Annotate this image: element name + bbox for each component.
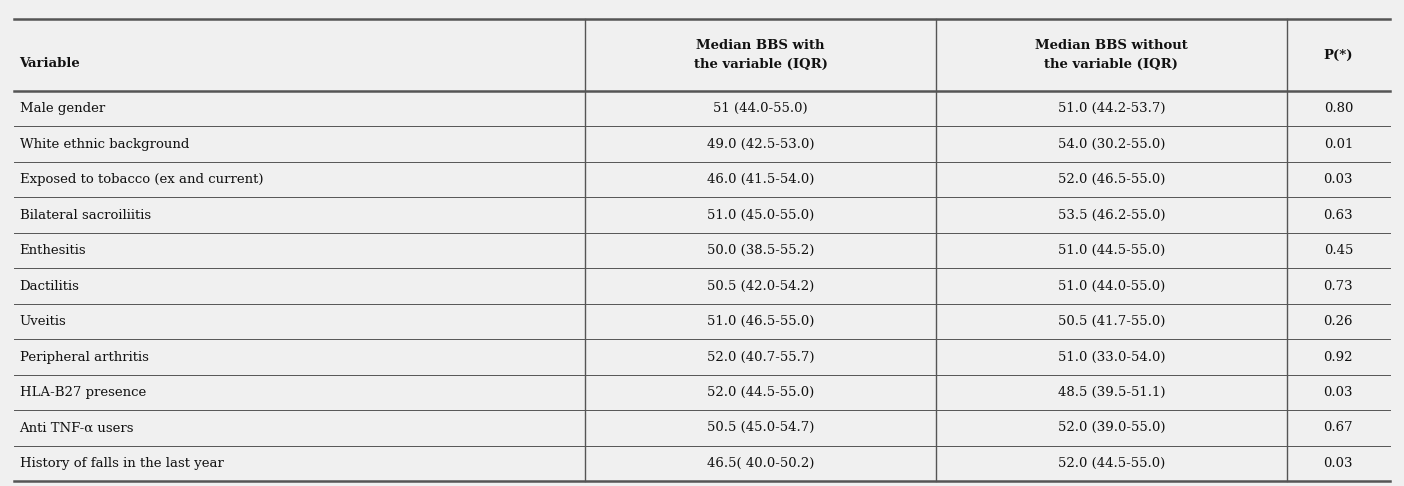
Text: 51.0 (46.5-55.0): 51.0 (46.5-55.0) bbox=[706, 315, 814, 328]
Text: Peripheral arthritis: Peripheral arthritis bbox=[20, 350, 149, 364]
Text: 52.0 (39.0-55.0): 52.0 (39.0-55.0) bbox=[1057, 421, 1165, 434]
Text: White ethnic background: White ethnic background bbox=[20, 138, 190, 151]
Text: 53.5 (46.2-55.0): 53.5 (46.2-55.0) bbox=[1057, 208, 1165, 222]
Text: HLA-B27 presence: HLA-B27 presence bbox=[20, 386, 146, 399]
Text: 0.67: 0.67 bbox=[1324, 421, 1353, 434]
Text: 46.0 (41.5-54.0): 46.0 (41.5-54.0) bbox=[706, 173, 814, 186]
Text: 51.0 (44.0-55.0): 51.0 (44.0-55.0) bbox=[1057, 279, 1165, 293]
Text: 0.45: 0.45 bbox=[1324, 244, 1353, 257]
Text: 52.0 (44.5-55.0): 52.0 (44.5-55.0) bbox=[1057, 457, 1165, 470]
Text: History of falls in the last year: History of falls in the last year bbox=[20, 457, 223, 470]
Text: 52.0 (46.5-55.0): 52.0 (46.5-55.0) bbox=[1057, 173, 1165, 186]
Text: 49.0 (42.5-53.0): 49.0 (42.5-53.0) bbox=[706, 138, 814, 151]
Text: Enthesitis: Enthesitis bbox=[20, 244, 86, 257]
Text: 51.0 (45.0-55.0): 51.0 (45.0-55.0) bbox=[706, 208, 814, 222]
Text: 0.01: 0.01 bbox=[1324, 138, 1353, 151]
Text: Variable: Variable bbox=[20, 57, 80, 70]
Text: 51.0 (33.0-54.0): 51.0 (33.0-54.0) bbox=[1057, 350, 1165, 364]
Text: Median BBS without
the variable (IQR): Median BBS without the variable (IQR) bbox=[1035, 39, 1188, 71]
Text: 54.0 (30.2-55.0): 54.0 (30.2-55.0) bbox=[1057, 138, 1165, 151]
Text: 51 (44.0-55.0): 51 (44.0-55.0) bbox=[713, 102, 807, 115]
Text: P(*): P(*) bbox=[1324, 49, 1353, 62]
Text: 46.5( 40.0-50.2): 46.5( 40.0-50.2) bbox=[706, 457, 814, 470]
Text: 51.0 (44.2-53.7): 51.0 (44.2-53.7) bbox=[1057, 102, 1165, 115]
Text: Dactilitis: Dactilitis bbox=[20, 279, 80, 293]
Text: Exposed to tobacco (ex and current): Exposed to tobacco (ex and current) bbox=[20, 173, 263, 186]
Text: 51.0 (44.5-55.0): 51.0 (44.5-55.0) bbox=[1057, 244, 1165, 257]
Text: 0.03: 0.03 bbox=[1324, 386, 1353, 399]
Text: 0.03: 0.03 bbox=[1324, 457, 1353, 470]
Text: Bilateral sacroiliitis: Bilateral sacroiliitis bbox=[20, 208, 150, 222]
Text: 0.73: 0.73 bbox=[1324, 279, 1353, 293]
Text: Male gender: Male gender bbox=[20, 102, 105, 115]
Text: 50.5 (42.0-54.2): 50.5 (42.0-54.2) bbox=[706, 279, 814, 293]
Text: 50.5 (41.7-55.0): 50.5 (41.7-55.0) bbox=[1057, 315, 1165, 328]
Text: Uveitis: Uveitis bbox=[20, 315, 66, 328]
Text: 0.80: 0.80 bbox=[1324, 102, 1353, 115]
Text: 50.0 (38.5-55.2): 50.0 (38.5-55.2) bbox=[706, 244, 814, 257]
Text: 52.0 (40.7-55.7): 52.0 (40.7-55.7) bbox=[706, 350, 814, 364]
Text: 48.5 (39.5-51.1): 48.5 (39.5-51.1) bbox=[1057, 386, 1165, 399]
Text: Anti TNF-α users: Anti TNF-α users bbox=[20, 421, 133, 434]
Text: Median BBS with
the variable (IQR): Median BBS with the variable (IQR) bbox=[694, 39, 827, 71]
Text: 50.5 (45.0-54.7): 50.5 (45.0-54.7) bbox=[706, 421, 814, 434]
Text: 0.63: 0.63 bbox=[1324, 208, 1353, 222]
Text: 52.0 (44.5-55.0): 52.0 (44.5-55.0) bbox=[706, 386, 814, 399]
Text: 0.26: 0.26 bbox=[1324, 315, 1353, 328]
Text: 0.92: 0.92 bbox=[1324, 350, 1353, 364]
Text: 0.03: 0.03 bbox=[1324, 173, 1353, 186]
